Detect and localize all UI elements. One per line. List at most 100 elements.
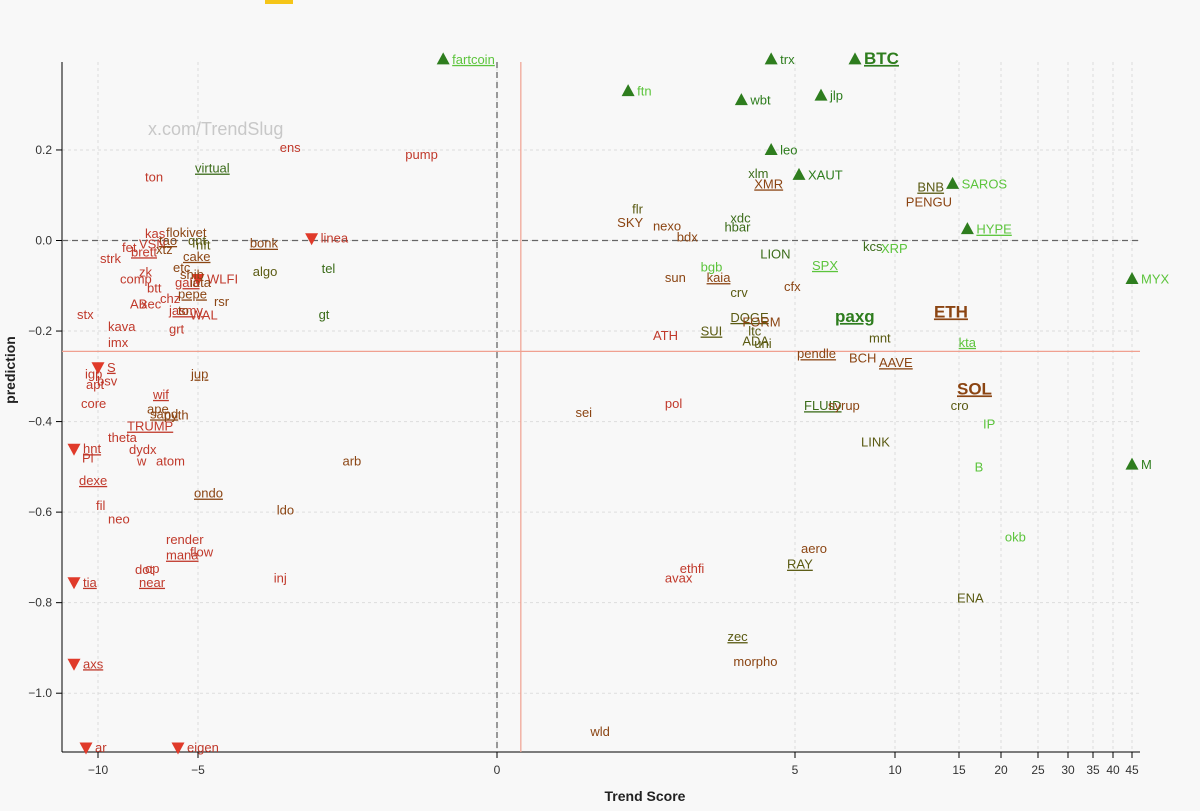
point-label-pyth: pyth <box>164 407 189 422</box>
point-label-form: FORM <box>742 314 780 329</box>
point-label-paxg: paxg <box>835 307 875 326</box>
down-marker-linea <box>305 233 319 246</box>
x-tick-label: 25 <box>1031 763 1045 777</box>
point-label-to: to <box>178 303 189 318</box>
point-label-tia: tia <box>83 575 98 590</box>
point-label-kaia: kaia <box>707 270 732 285</box>
point-label-kava: kava <box>108 319 136 334</box>
y-tick-label: −0.8 <box>28 596 52 610</box>
point-label-xdc: xdc <box>730 210 751 225</box>
point-label-ton: ton <box>145 170 163 185</box>
point-label-sand: sand <box>150 406 178 421</box>
point-label-ray: RAY <box>787 557 813 572</box>
down-marker-axs <box>67 658 81 671</box>
point-label-ena: ENA <box>957 591 984 606</box>
point-label-ip: IP <box>983 416 995 431</box>
point-label-trump: TRUMP <box>127 419 173 434</box>
y-axis-title: prediction <box>2 336 18 404</box>
point-label-btc: BTC <box>864 49 899 68</box>
point-label-virtual: virtual <box>195 161 230 176</box>
point-label-flow: flow <box>190 544 214 559</box>
point-label-jasmy: jasmy <box>168 303 203 318</box>
point-label-flr: flr <box>632 201 644 216</box>
point-label-bdx: bdx <box>677 229 698 244</box>
point-label-grt: grt <box>169 321 185 336</box>
point-label-wld: wld <box>589 724 610 739</box>
point-label-myx: MYX <box>1141 271 1170 286</box>
point-label-aero: aero <box>801 541 827 556</box>
point-label-ondo: ondo <box>194 486 223 501</box>
point-label-ftn: ftn <box>637 84 651 99</box>
up-marker-hype <box>960 222 974 235</box>
point-label-sun: sun <box>665 270 686 285</box>
point-label-imx: imx <box>108 335 129 350</box>
point-label-inj: inj <box>274 570 287 585</box>
point-label-aave: AAVE <box>879 355 913 370</box>
point-label-iota: iota <box>190 275 212 290</box>
up-marker-fartcoin <box>436 52 450 65</box>
point-label-sky: SKY <box>617 215 643 230</box>
down-marker-s <box>91 362 105 375</box>
point-label-pol: pol <box>665 396 682 411</box>
x-tick-label: 40 <box>1106 763 1120 777</box>
down-marker-ar <box>79 742 93 755</box>
point-label-wal: WAL <box>190 308 218 323</box>
point-label-strk: strk <box>100 251 121 266</box>
point-label-link: LINK <box>861 434 890 449</box>
point-label-xec: xec <box>141 296 162 311</box>
y-tick-label: 0.2 <box>35 143 52 157</box>
point-label-bch: BCH <box>849 351 876 366</box>
point-label-op: op <box>145 561 159 576</box>
point-label-theta: theta <box>108 430 138 445</box>
up-marker-trx <box>764 52 778 65</box>
point-label-atom: atom <box>156 453 185 468</box>
point-label-uni: uni <box>754 336 771 351</box>
point-label-dexe: dexe <box>79 473 107 488</box>
point-label-axs: axs <box>83 656 104 671</box>
point-label-arb: arb <box>343 453 362 468</box>
point-label-ada: ADA <box>742 333 769 348</box>
down-marker-tia <box>67 577 81 590</box>
point-label-pl: Pl <box>82 450 94 465</box>
point-label-wif: wif <box>152 387 169 402</box>
point-label-fluid: FLUID <box>804 398 842 413</box>
point-label-avax: avax <box>665 570 693 585</box>
point-label-sui: SUI <box>701 324 723 339</box>
top-badge <box>265 0 293 4</box>
point-label-ltc: ltc <box>748 324 762 339</box>
point-label-crv: crv <box>730 285 748 300</box>
point-label-comp: comp <box>120 271 152 286</box>
point-label-fet: fet <box>122 240 137 255</box>
point-label-ldo: ldo <box>277 502 294 517</box>
point-label-leo: leo <box>780 142 797 157</box>
point-label-wlfi: WLFI <box>207 271 238 286</box>
point-label-bsv: bsv <box>97 373 118 388</box>
point-label-xaut: XAUT <box>808 167 843 182</box>
point-label-apt: apt <box>86 377 104 392</box>
y-tick-label: −0.6 <box>28 505 52 519</box>
point-label-cake: cake <box>183 249 210 264</box>
point-label-xtz: xtz <box>156 242 173 257</box>
point-label-qnt: qnt <box>188 233 206 248</box>
point-label-pump: pump <box>405 147 438 162</box>
up-marker-jlp <box>814 88 828 101</box>
x-tick-label: 0 <box>494 763 501 777</box>
point-label-neo: neo <box>108 511 130 526</box>
point-label-render: render <box>166 532 204 547</box>
point-label-sol: SOL <box>957 379 992 398</box>
y-tick-label: −0.4 <box>28 415 52 429</box>
point-label-m: M <box>1141 457 1152 472</box>
point-label-eth: ETH <box>934 302 968 321</box>
y-tick-label: −0.2 <box>28 324 52 338</box>
point-label-ath: ATH <box>653 328 678 343</box>
point-label-bnb: BNB <box>917 180 944 195</box>
point-label-pendle: pendle <box>797 346 836 361</box>
point-label-igp: igp <box>85 367 102 382</box>
point-label-ens: ens <box>280 140 301 155</box>
point-label-lion: LION <box>760 247 790 262</box>
y-tick-label: −1.0 <box>28 686 52 700</box>
point-label-kas: kas <box>145 226 166 241</box>
point-label-hype: HYPE <box>976 222 1012 237</box>
point-label-w: w <box>136 453 147 468</box>
point-label-flokivet: flokivet <box>166 225 207 240</box>
